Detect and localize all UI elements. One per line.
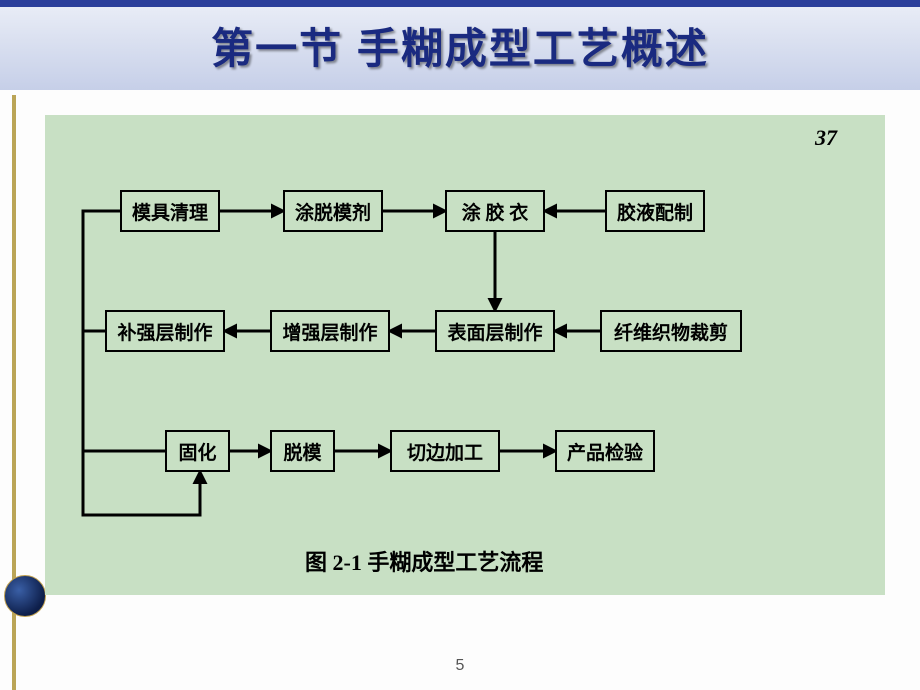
flowchart-node-n10: 脱模 — [270, 430, 335, 472]
flowchart-node-n12: 产品检验 — [555, 430, 655, 472]
flowchart-node-n5: 补强层制作 — [105, 310, 225, 352]
figure-page-number: 37 — [815, 125, 837, 151]
figure-caption: 图 2-1 手糊成型工艺流程 — [305, 545, 543, 577]
flowchart-node-n7: 表面层制作 — [435, 310, 555, 352]
flowchart-node-n9: 固化 — [165, 430, 230, 472]
flowchart-node-n11: 切边加工 — [390, 430, 500, 472]
flowchart-panel: 37 图 2-1 手糊成型工艺流程 模具清理 涂脱模剂 涂 胶 衣 胶液配制补强层制作… — [45, 115, 885, 595]
flowchart-node-n2: 涂脱模剂 — [283, 190, 383, 232]
flowchart-arrows — [45, 115, 885, 595]
flowchart-node-n8: 纤维织物裁剪 — [600, 310, 742, 352]
flowchart-node-n6: 增强层制作 — [270, 310, 390, 352]
slide-title: 第一节 手糊成型工艺概述 — [211, 15, 709, 76]
slide-number: 5 — [0, 657, 920, 675]
title-bar: 第一节 手糊成型工艺概述 — [0, 0, 920, 90]
flowchart-node-n1: 模具清理 — [120, 190, 220, 232]
flowchart-node-n4: 胶液配制 — [605, 190, 705, 232]
decorative-rail — [12, 95, 16, 690]
flowchart-node-n3: 涂 胶 衣 — [445, 190, 545, 232]
